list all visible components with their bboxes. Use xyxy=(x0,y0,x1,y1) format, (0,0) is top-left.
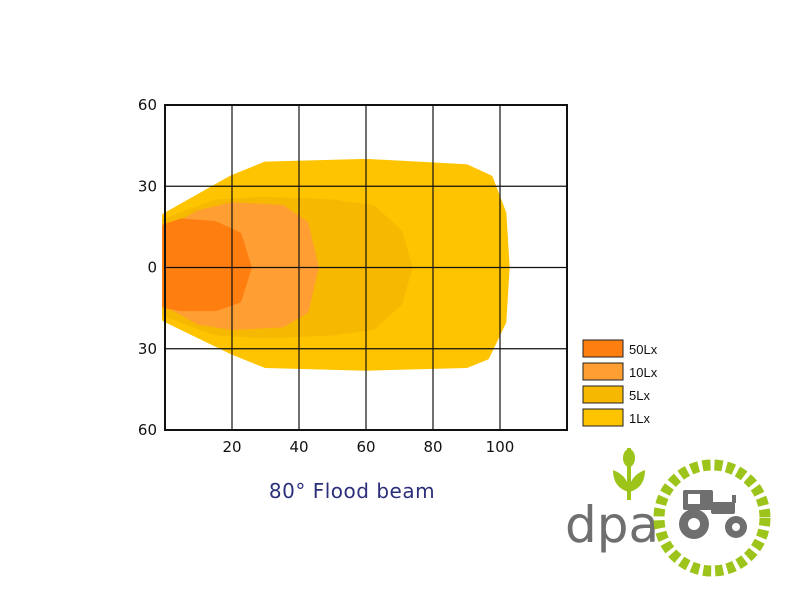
grid-lines xyxy=(165,105,567,430)
y-tick-label: 30 xyxy=(138,340,157,358)
legend-swatch xyxy=(582,408,624,427)
dpa-logo: dpa xyxy=(565,448,771,577)
wheat-icon xyxy=(613,448,645,500)
legend-label: 10Lx xyxy=(629,365,658,380)
chart-title: 80° Flood beam xyxy=(269,479,435,503)
legend-swatch xyxy=(582,339,624,358)
legend: 50Lx 10Lx 5Lx 1Lx xyxy=(582,339,658,427)
x-tick-label: 100 xyxy=(486,438,515,456)
y-axis-ticks: 60 30 0 30 60 xyxy=(138,96,157,439)
beam-area-50lx xyxy=(162,218,252,312)
x-axis-ticks: 20 40 60 80 100 xyxy=(222,438,514,456)
legend-swatch xyxy=(582,385,624,404)
tractor-icon xyxy=(679,490,747,539)
y-tick-label: 30 xyxy=(138,177,157,195)
y-tick-label: 60 xyxy=(138,421,157,439)
x-tick-label: 60 xyxy=(356,438,375,456)
y-tick-label: 0 xyxy=(147,259,157,277)
x-tick-label: 20 xyxy=(222,438,241,456)
x-tick-label: 80 xyxy=(423,438,442,456)
x-tick-label: 40 xyxy=(289,438,308,456)
logo-text: dpa xyxy=(565,496,659,554)
legend-label: 1Lx xyxy=(629,411,650,426)
legend-label: 5Lx xyxy=(629,388,650,403)
legend-label: 50Lx xyxy=(629,342,658,357)
plot-frame xyxy=(164,104,568,431)
gear-ring xyxy=(653,459,771,577)
legend-swatch xyxy=(582,362,624,381)
beam-areas xyxy=(162,158,510,371)
y-tick-label: 60 xyxy=(138,96,157,114)
